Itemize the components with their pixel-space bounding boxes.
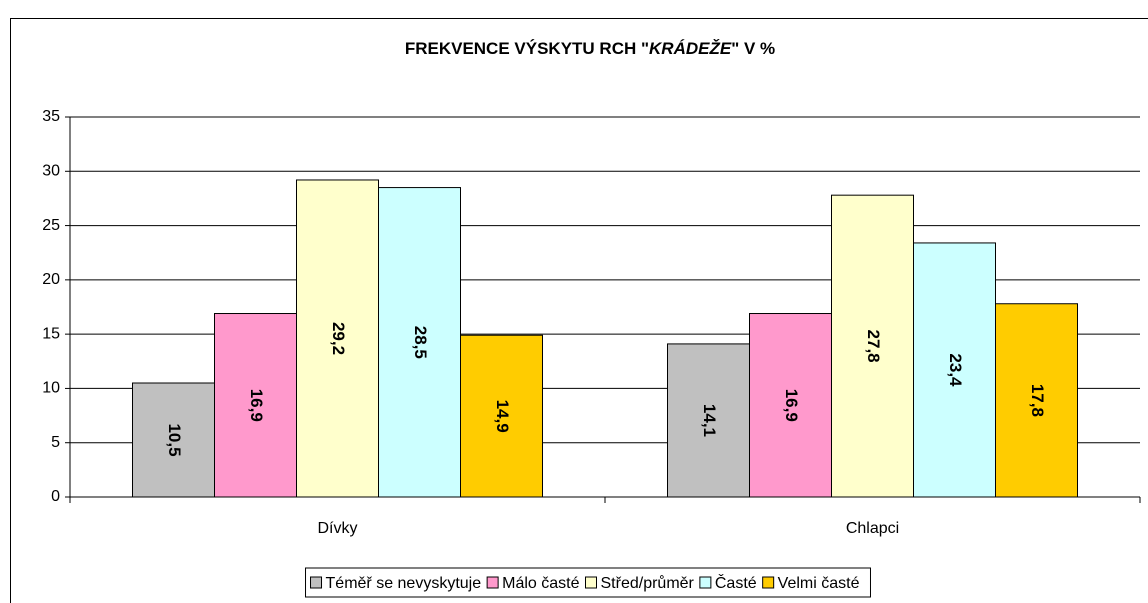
value-label: 16,9: [247, 389, 266, 422]
y-tick-label: 35: [42, 108, 60, 125]
x-tick-label: Dívky: [318, 520, 358, 537]
bar: [995, 303, 1078, 498]
bar: [749, 313, 832, 498]
value-label: 17,8: [1028, 384, 1047, 417]
y-tick-label: 30: [42, 163, 60, 180]
value-label: 10,5: [165, 423, 184, 456]
legend-swatch: [310, 576, 323, 589]
bar: [214, 313, 297, 498]
value-label: 29,2: [329, 322, 348, 355]
bar: [831, 194, 914, 498]
legend-label: Střed/průměr: [601, 574, 695, 592]
value-label: 16,9: [782, 389, 801, 422]
bar: [667, 343, 750, 498]
legend-swatch: [699, 576, 712, 589]
value-label: 28,5: [411, 326, 430, 359]
value-label: 27,8: [864, 330, 883, 363]
bar: [296, 179, 379, 498]
legend-swatch: [762, 576, 775, 589]
legend-label: Málo časté: [502, 575, 579, 592]
chart-title: FREKVENCE VÝSKYTU RCH "KRÁDEŽE" V %: [405, 39, 775, 58]
legend-swatch: [585, 576, 597, 589]
bar: [378, 187, 461, 498]
y-tick-label: 15: [42, 325, 60, 342]
y-tick-label: 5: [51, 434, 60, 451]
legend-label: Velmi časté: [778, 575, 860, 592]
bar: [132, 382, 215, 498]
legend-swatch: [486, 576, 499, 589]
legend-label: Časté: [715, 573, 757, 592]
value-label: 14,1: [700, 404, 719, 437]
y-tick-label: 0: [51, 488, 60, 505]
value-label: 14,9: [493, 400, 512, 433]
y-tick-label: 25: [42, 217, 60, 234]
x-tick-label: Chlapci: [846, 520, 899, 537]
legend: Téměř se nevyskytuje Málo časté Střed/prům…: [305, 567, 871, 598]
value-label: 23,4: [946, 353, 965, 387]
bar: [460, 334, 543, 498]
legend-label: Téměř se nevyskytuje: [326, 575, 482, 592]
y-tick-label: 10: [42, 380, 60, 397]
y-tick-label: 20: [42, 271, 60, 288]
bar: [913, 242, 996, 498]
